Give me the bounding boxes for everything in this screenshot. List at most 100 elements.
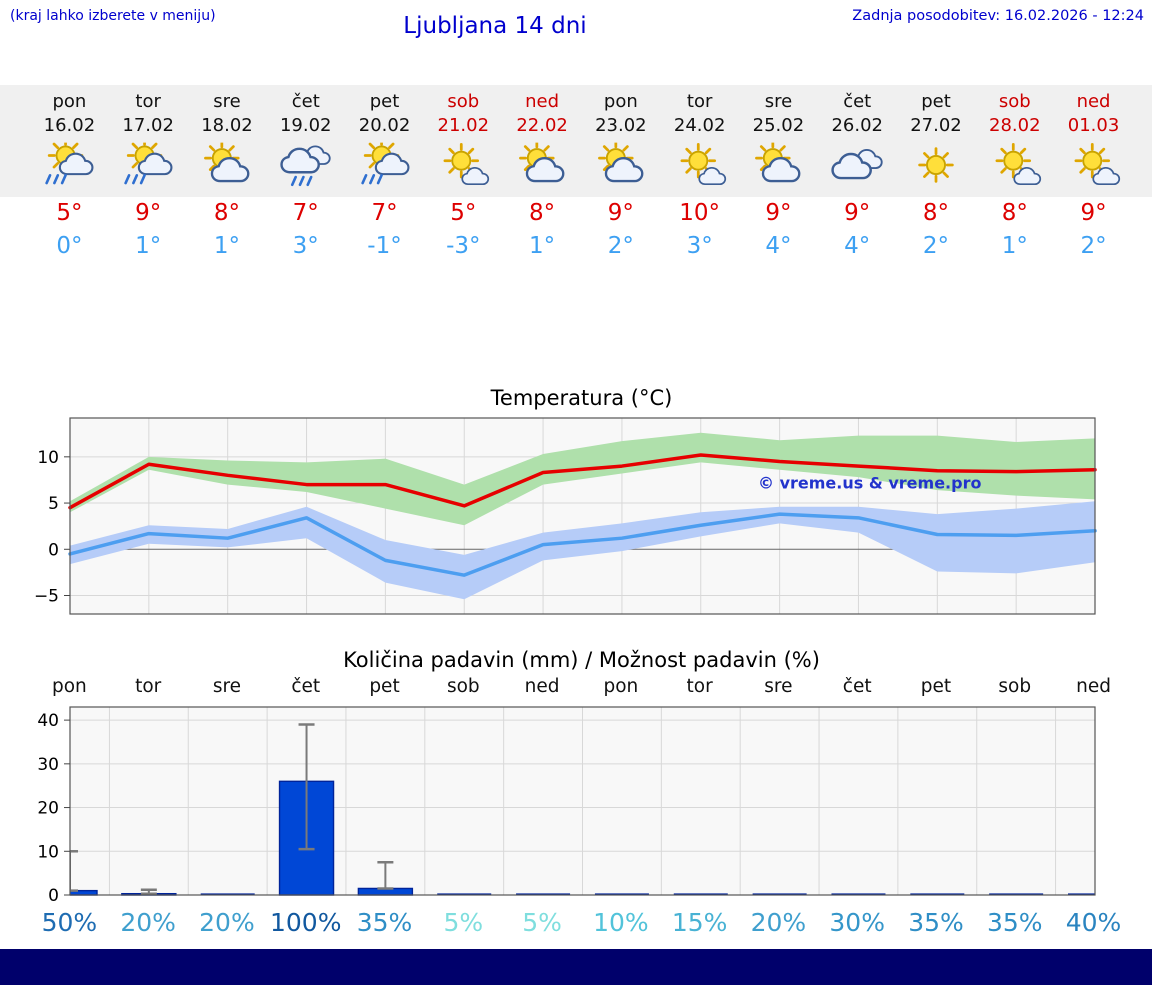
precip-day-label: pon bbox=[603, 676, 639, 697]
precip-probability: 35% bbox=[356, 907, 413, 937]
weather-icon-partly-cloudy bbox=[511, 142, 573, 188]
precip-probability: 35% bbox=[986, 907, 1043, 937]
max-temp-range-band bbox=[70, 432, 1095, 526]
temperature-chart-title: Temperatura (°C) bbox=[490, 386, 673, 410]
high-temperature: 9° bbox=[135, 200, 162, 226]
precip-probability: 100% bbox=[269, 907, 342, 937]
low-temperature: 4° bbox=[765, 233, 792, 259]
low-temperature: 2° bbox=[1080, 233, 1107, 259]
page-header: (kraj lahko izberete v meniju) Ljubljana… bbox=[0, 0, 1152, 85]
low-temperature: -1° bbox=[367, 233, 402, 259]
high-temperature: 9° bbox=[765, 200, 792, 226]
temperature-chart: −5 0 5 10 © vreme.us & vreme.pro bbox=[34, 417, 1097, 615]
forecast-day-column: ned 01.03 9° 2° bbox=[1054, 85, 1133, 260]
weather-icon-cloudy bbox=[826, 142, 888, 188]
precip-probability: 20% bbox=[199, 907, 255, 937]
weather-icon-mostly-sunny bbox=[669, 142, 731, 188]
y-tick-label: 0 bbox=[48, 886, 59, 901]
precip-probability: 5% bbox=[443, 907, 484, 937]
precip-probability: 35% bbox=[908, 907, 964, 937]
low-temperature: 4° bbox=[844, 233, 871, 259]
forecast-day-column: pon 23.02 9° 2° bbox=[581, 85, 660, 260]
weather-icon-partly-cloudy bbox=[590, 142, 652, 188]
plot-border bbox=[69, 417, 1096, 615]
precipitation-chart-title: Količina padavin (mm) / Možnost padavin … bbox=[343, 648, 820, 672]
precip-bar-zero bbox=[752, 893, 807, 895]
low-temperature: 1° bbox=[1001, 233, 1028, 259]
y-tick-label: 0 bbox=[48, 540, 59, 560]
day-name: pon bbox=[52, 91, 87, 112]
weather-icon-rain bbox=[275, 142, 337, 188]
day-date: 20.02 bbox=[358, 115, 411, 136]
high-temperature: 8° bbox=[1001, 200, 1028, 226]
precip-bar-zero bbox=[673, 893, 728, 895]
day-date: 26.02 bbox=[831, 115, 883, 136]
precip-day-label: čet bbox=[842, 676, 872, 697]
day-name: čet bbox=[291, 91, 320, 112]
forecast-background bbox=[0, 85, 1152, 197]
precip-day-label: pet bbox=[920, 676, 952, 697]
precip-day-label: tor bbox=[135, 676, 162, 697]
watermark: © vreme.us & vreme.pro bbox=[758, 473, 981, 492]
last-update: Zadnja posodobitev: 16.02.2026 - 12:24 bbox=[852, 8, 1144, 24]
day-name: sob bbox=[447, 91, 480, 112]
weather-icon-sunny bbox=[905, 142, 967, 188]
weather-icon-sun-cloud-rain bbox=[354, 142, 416, 188]
high-temperature: 9° bbox=[844, 200, 871, 226]
precip-probability-row: 50% 20% 20% 100% 35% 5% 5% 10% 15% 20% 30% 35% 35% 40… bbox=[30, 905, 1133, 939]
low-temperature: 2° bbox=[922, 233, 950, 259]
y-tick-label: 40 bbox=[37, 711, 59, 731]
low-temperature: 1° bbox=[135, 233, 162, 259]
day-name: tor bbox=[135, 91, 161, 112]
precip-bar-zero bbox=[910, 893, 965, 895]
precip-probability: 50% bbox=[41, 907, 98, 937]
day-name: sre bbox=[764, 91, 793, 112]
precip-bar-zero bbox=[200, 893, 255, 895]
precip-bar-zero bbox=[831, 893, 886, 895]
day-name: ned bbox=[1076, 91, 1111, 112]
day-date: 17.02 bbox=[122, 115, 174, 136]
day-date: 28.02 bbox=[989, 115, 1041, 136]
low-temperature: 3° bbox=[686, 233, 713, 259]
low-temperature: 2° bbox=[607, 233, 634, 259]
high-temperature: 8° bbox=[529, 200, 556, 226]
forecast-columns: pon 16.02 5° 0° tor 17.02 9° 1° sre 18.02 8° 1° čet 1… bbox=[30, 85, 1133, 260]
forecast-day-column: sre 25.02 9° 4° bbox=[739, 85, 818, 260]
precip-bar-zero bbox=[516, 893, 571, 895]
precip-probability: 40% bbox=[1065, 907, 1122, 937]
precipitation-section: Količina padavin (mm) / Možnost padavin … bbox=[0, 648, 1152, 939]
low-temperature: -3° bbox=[446, 233, 481, 259]
day-name: pet bbox=[369, 91, 400, 112]
forecast-day-column: pon 16.02 5° 0° bbox=[30, 85, 109, 260]
y-tick-label: 30 bbox=[37, 755, 59, 775]
high-temperature: 5° bbox=[450, 200, 477, 226]
precip-bar-zero bbox=[1068, 893, 1095, 895]
weather-icon-mostly-sunny bbox=[1063, 142, 1125, 188]
precip-probability: 20% bbox=[750, 907, 807, 937]
day-name: ned bbox=[525, 91, 560, 112]
day-date: 25.02 bbox=[752, 115, 805, 136]
weather-icon-mostly-sunny bbox=[984, 142, 1046, 188]
high-temperature: 7° bbox=[371, 200, 398, 226]
high-temperature: 8° bbox=[213, 200, 241, 226]
day-name: pon bbox=[603, 91, 638, 112]
day-name: sre bbox=[213, 91, 241, 112]
precip-bar-zero bbox=[594, 893, 649, 895]
precip-day-labels: pon tor sre čet pet sob ned pon tor sre čet pet sob n… bbox=[30, 676, 1133, 697]
y-tick-label: −5 bbox=[34, 587, 59, 607]
low-temperature: 3° bbox=[292, 233, 319, 259]
precip-bar bbox=[70, 889, 98, 896]
weather-icon-sun-cloud-rain bbox=[117, 142, 179, 188]
weather-icon-mostly-sunny bbox=[432, 142, 494, 188]
high-temperature: 9° bbox=[1080, 200, 1107, 226]
forecast-day-column: pet 20.02 7° -1° bbox=[345, 85, 424, 260]
precip-day-label: ned bbox=[1076, 676, 1111, 697]
forecast-day-column: sre 18.02 8° 1° bbox=[188, 85, 267, 260]
y-tick-label: 20 bbox=[37, 799, 59, 819]
day-date: 23.02 bbox=[595, 115, 647, 136]
temperature-section: Temperatura (°C) −5 0 5 10 © vreme.us & vrem… bbox=[0, 386, 1152, 626]
precip-day-label: sre bbox=[764, 676, 793, 697]
forecast-strip: pon 16.02 5° 0° tor 17.02 9° 1° sre 18.02 8° 1° čet 1… bbox=[0, 85, 1152, 260]
precip-day-label: ned bbox=[524, 676, 560, 697]
precip-day-label: pon bbox=[51, 676, 87, 697]
